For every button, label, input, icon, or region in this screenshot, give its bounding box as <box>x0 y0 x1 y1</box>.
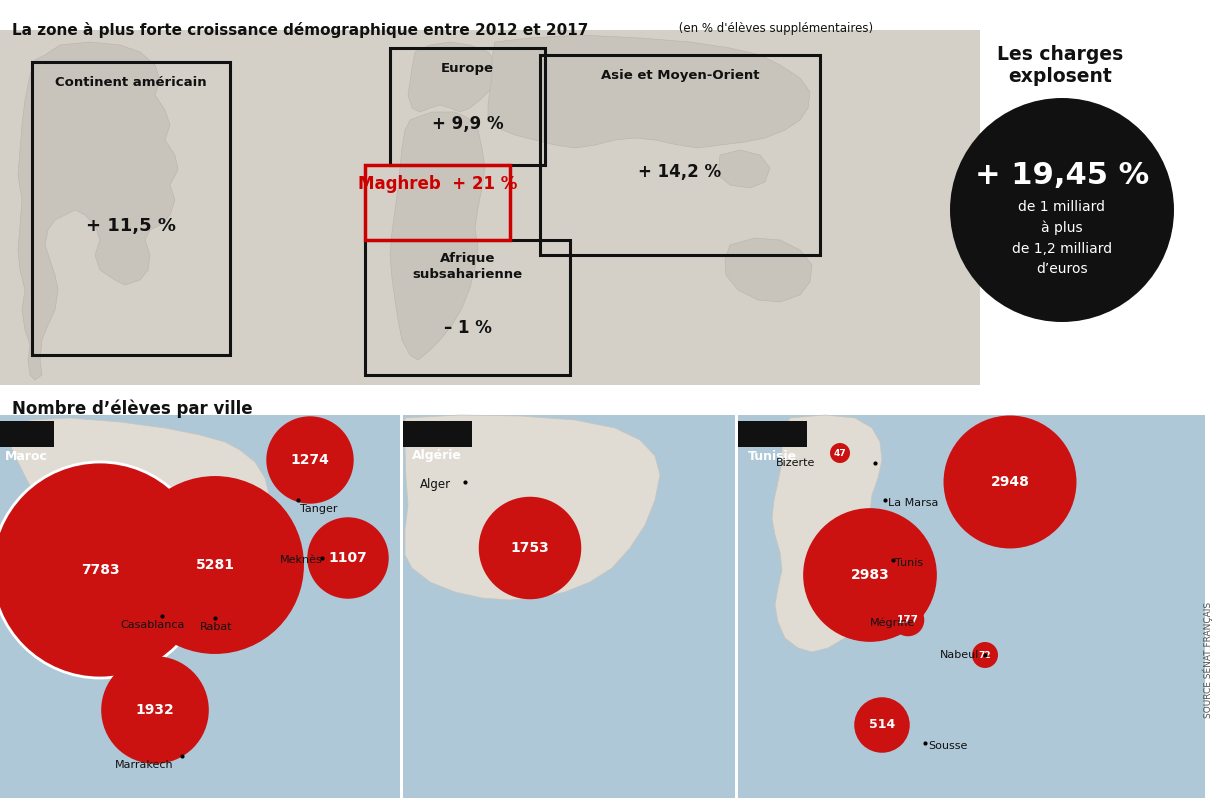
Text: de 1 milliard
à plus
de 1,2 milliard
d’euros: de 1 milliard à plus de 1,2 milliard d’e… <box>1012 200 1112 276</box>
Text: Europe: Europe <box>441 62 495 75</box>
Polygon shape <box>408 42 498 112</box>
Polygon shape <box>488 35 810 148</box>
Text: Alger: Alger <box>420 478 451 491</box>
Text: Mégrine: Mégrine <box>870 618 915 629</box>
Circle shape <box>944 416 1076 548</box>
Text: Tanger: Tanger <box>300 504 338 514</box>
Text: (en % d'élèves supplémentaires): (en % d'élèves supplémentaires) <box>676 22 874 35</box>
Circle shape <box>307 517 389 598</box>
Text: Algérie: Algérie <box>412 449 462 463</box>
Text: Rabat: Rabat <box>200 622 232 632</box>
Text: 1932: 1932 <box>136 703 175 717</box>
FancyBboxPatch shape <box>0 30 981 385</box>
Text: 177: 177 <box>897 615 919 625</box>
Text: Continent américain: Continent américain <box>55 76 207 89</box>
Text: Tunisie: Tunisie <box>747 449 797 463</box>
Text: 47: 47 <box>833 448 847 457</box>
Circle shape <box>854 697 910 753</box>
Text: 1107: 1107 <box>328 551 367 565</box>
Text: Meknès: Meknès <box>279 555 323 565</box>
Circle shape <box>0 462 208 678</box>
Text: Marrakech: Marrakech <box>115 760 174 770</box>
Polygon shape <box>718 150 770 188</box>
Polygon shape <box>5 418 270 600</box>
Text: + 9,9 %: + 9,9 % <box>431 114 503 132</box>
FancyBboxPatch shape <box>403 415 735 798</box>
Text: 514: 514 <box>869 718 895 732</box>
Text: 72: 72 <box>979 650 991 659</box>
Text: Asie et Moyen-Orient: Asie et Moyen-Orient <box>600 69 759 82</box>
Polygon shape <box>390 112 485 360</box>
Circle shape <box>101 656 209 764</box>
Text: Tunis: Tunis <box>895 558 923 568</box>
Circle shape <box>950 98 1174 322</box>
Circle shape <box>892 604 925 636</box>
Text: Sousse: Sousse <box>928 741 967 751</box>
Circle shape <box>972 642 998 668</box>
Text: 2983: 2983 <box>850 568 889 582</box>
Text: 5281: 5281 <box>196 558 234 572</box>
Text: Nabeul: Nabeul <box>940 650 979 660</box>
FancyBboxPatch shape <box>0 421 53 447</box>
Text: + 11,5 %: + 11,5 % <box>86 216 176 235</box>
Circle shape <box>266 417 354 504</box>
Polygon shape <box>405 415 660 600</box>
FancyBboxPatch shape <box>403 421 471 447</box>
Text: La Marsa: La Marsa <box>888 498 938 508</box>
Text: – 1 %: – 1 % <box>443 319 491 337</box>
Text: 1274: 1274 <box>290 453 329 467</box>
Text: Les charges
explosent: Les charges explosent <box>996 45 1123 86</box>
Text: Nombre d’élèves par ville: Nombre d’élèves par ville <box>12 400 253 418</box>
Polygon shape <box>725 238 812 302</box>
FancyBboxPatch shape <box>738 421 807 447</box>
Text: Maroc: Maroc <box>5 449 49 463</box>
Polygon shape <box>18 42 179 380</box>
Circle shape <box>803 508 937 642</box>
FancyBboxPatch shape <box>738 415 1205 798</box>
Circle shape <box>830 443 850 463</box>
Polygon shape <box>772 415 882 652</box>
Text: 2948: 2948 <box>990 475 1029 489</box>
Circle shape <box>126 476 304 654</box>
Circle shape <box>479 496 581 599</box>
Text: Afrique
subsaharienne: Afrique subsaharienne <box>412 252 522 282</box>
Text: 1753: 1753 <box>510 541 549 555</box>
Text: SOURCE SÉNAT FRANÇAIS: SOURCE SÉNAT FRANÇAIS <box>1203 602 1214 718</box>
Text: + 19,45 %: + 19,45 % <box>974 160 1149 189</box>
Text: 7783: 7783 <box>80 563 119 577</box>
Text: Maghreb  + 21 %: Maghreb + 21 % <box>357 175 518 193</box>
Text: Bizerte: Bizerte <box>775 458 815 468</box>
Text: La zone à plus forte croissance démographique entre 2012 et 2017: La zone à plus forte croissance démograp… <box>12 22 588 38</box>
Text: Casablanca: Casablanca <box>120 620 185 630</box>
Text: + 14,2 %: + 14,2 % <box>638 163 722 181</box>
FancyBboxPatch shape <box>0 415 400 798</box>
